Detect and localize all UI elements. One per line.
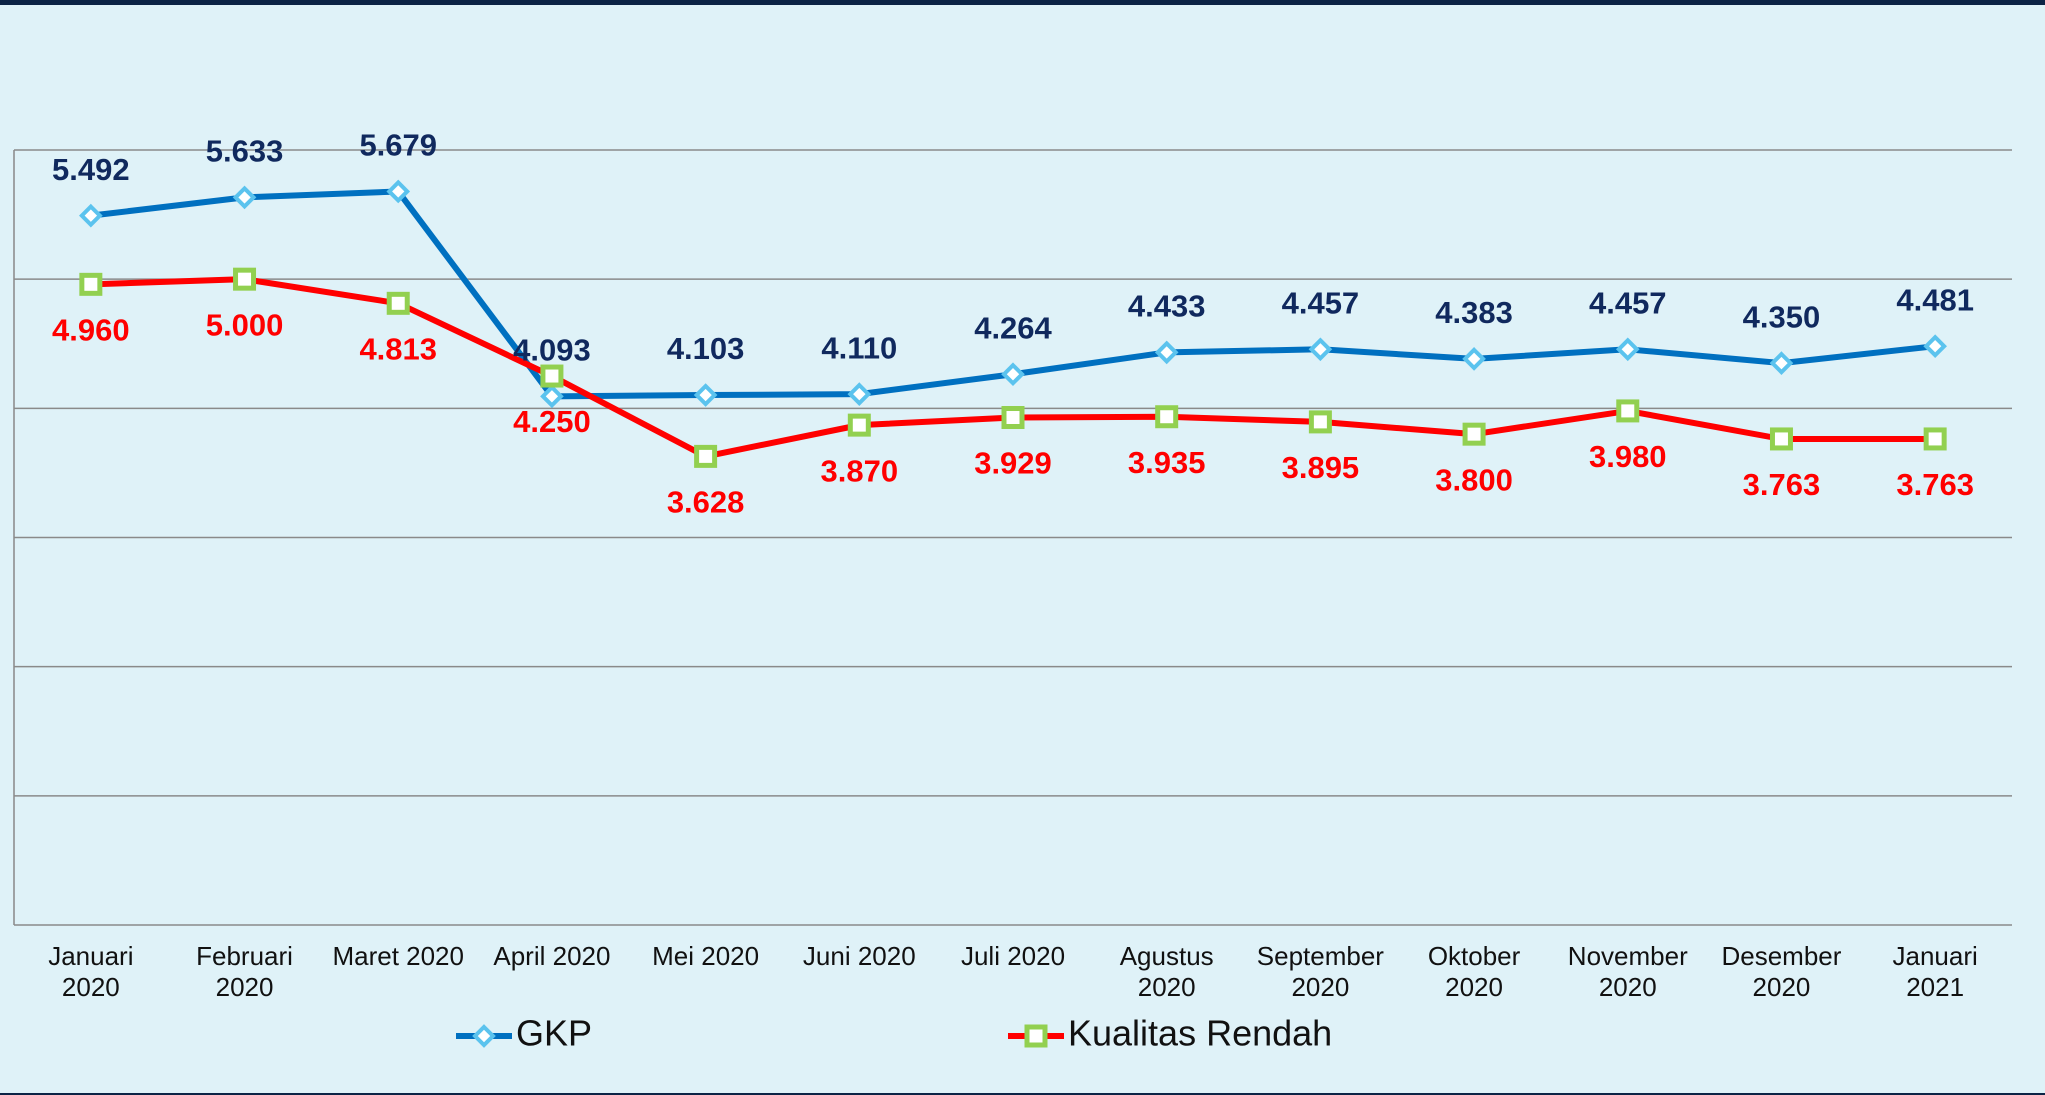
marker — [1155, 405, 1179, 429]
data-label: 3.800 — [1435, 462, 1513, 497]
marker — [1923, 427, 1947, 451]
data-label: 3.980 — [1589, 439, 1667, 474]
x-tick-label: April 2020 — [493, 941, 611, 971]
legend-item: Kualitas Rendah — [1008, 1013, 1332, 1054]
legend-label: GKP — [516, 1013, 592, 1054]
marker — [79, 203, 103, 228]
data-label: 3.935 — [1128, 445, 1206, 480]
x-tick-label: September 2020 — [1256, 941, 1384, 1002]
legend-label: Kualitas Rendah — [1068, 1013, 1332, 1054]
x-tick-label: Januari 2021 — [1892, 941, 1978, 1002]
marker — [693, 383, 718, 407]
data-label: 4.383 — [1435, 295, 1513, 330]
data-label: 4.110 — [821, 330, 897, 365]
marker — [1615, 337, 1640, 362]
data-label: 4.481 — [1896, 282, 1974, 317]
marker — [386, 291, 410, 315]
data-label: 3.628 — [667, 485, 745, 520]
marker — [1308, 410, 1332, 434]
data-label: 4.457 — [1589, 285, 1667, 320]
x-tick-label: November 2020 — [1567, 941, 1688, 1002]
x-tick-label: Mei 2020 — [652, 941, 760, 971]
top-bar — [0, 0, 2045, 5]
data-label: 4.250 — [513, 404, 591, 439]
marker — [847, 413, 871, 437]
marker — [847, 382, 872, 406]
marker — [386, 179, 411, 204]
marker — [233, 267, 257, 291]
marker — [1462, 347, 1486, 371]
data-label: 3.895 — [1282, 450, 1360, 485]
data-label: 4.813 — [359, 332, 437, 367]
data-label: 4.457 — [1282, 285, 1360, 320]
marker — [1462, 422, 1486, 446]
bottom-bar — [0, 1093, 2045, 1095]
x-tick-label: Desember 2020 — [1721, 941, 1842, 1002]
marker — [1616, 399, 1640, 423]
marker — [1923, 334, 1947, 359]
marker — [1001, 362, 1025, 387]
marker — [1001, 406, 1025, 430]
data-label: 5.679 — [359, 128, 437, 163]
x-tick-label: Agustus 2020 — [1119, 941, 1214, 1002]
data-label: 5.633 — [206, 134, 284, 169]
data-label: 4.093 — [513, 333, 591, 368]
marker — [79, 272, 103, 296]
legend-item: GKP — [456, 1013, 592, 1054]
data-label: 3.763 — [1896, 467, 1974, 502]
legend-marker — [472, 1024, 496, 1048]
x-tick-label: Januari 2020 — [48, 941, 134, 1002]
x-tick-label: Juni 2020 — [802, 941, 916, 971]
x-tick-label: Juli 2020 — [960, 941, 1066, 971]
marker — [1769, 427, 1793, 451]
data-label: 3.929 — [974, 446, 1052, 481]
marker — [1154, 340, 1179, 365]
marker — [1769, 351, 1794, 375]
x-tick-label: Maret 2020 — [332, 941, 464, 971]
data-label: 4.264 — [974, 310, 1052, 345]
data-label: 5.000 — [206, 307, 284, 342]
marker — [232, 185, 257, 210]
data-label: 5.492 — [52, 152, 130, 187]
data-label: 4.433 — [1128, 289, 1206, 324]
legend-marker — [1024, 1024, 1048, 1048]
data-label: 4.350 — [1743, 299, 1821, 334]
x-tick-label: Oktober 2020 — [1427, 941, 1521, 1002]
x-tick-label: Februari 2020 — [196, 941, 293, 1002]
data-label: 3.763 — [1743, 467, 1821, 502]
marker — [540, 384, 564, 409]
marker — [1308, 337, 1333, 362]
data-label: 4.960 — [52, 313, 130, 348]
marker — [694, 444, 718, 468]
data-label: 3.870 — [821, 453, 899, 488]
marker — [540, 364, 564, 388]
data-label: 4.103 — [667, 331, 745, 366]
